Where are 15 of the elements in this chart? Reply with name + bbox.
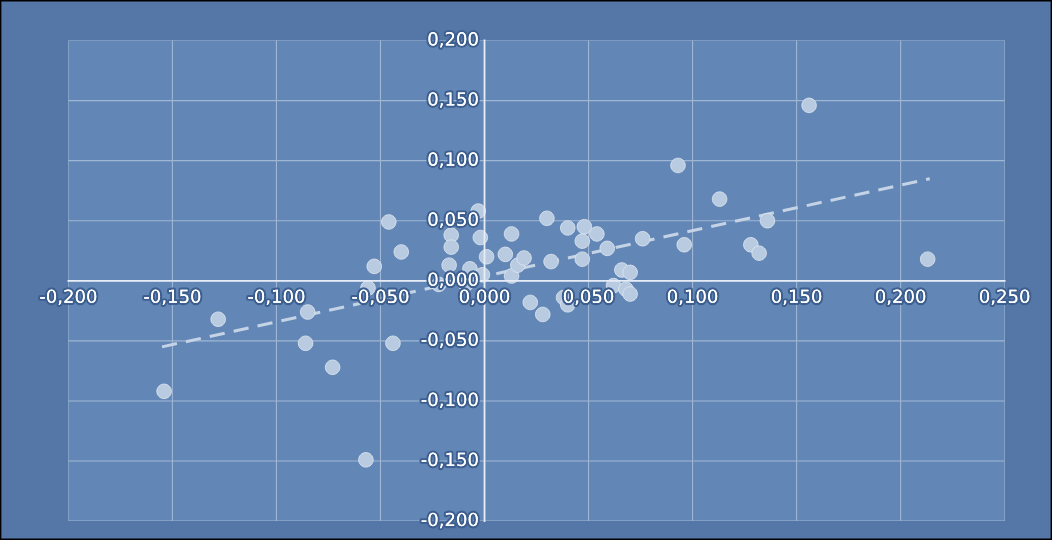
y-tick-label: 0,050	[428, 212, 478, 228]
y-tick-label: -0,100	[421, 392, 478, 409]
y-tick-label: -0,050	[421, 332, 478, 348]
y-tick-label: -0,200	[421, 512, 478, 529]
x-tick-label: -0,200	[40, 289, 97, 305]
x-tick-label: 0,250	[980, 289, 1030, 305]
x-tick-label: 0,200	[875, 289, 926, 305]
y-tick-label: 0,200	[428, 32, 478, 48]
x-tick-label: 0,100	[667, 289, 718, 305]
y-tick-label: 0,150	[428, 92, 478, 108]
x-tick-label: -0,150	[144, 289, 201, 305]
y-tick-label: 0,100	[428, 152, 478, 168]
y-tick-label: -0,150	[421, 452, 478, 469]
x-tick-label: 0,150	[771, 289, 822, 305]
x-tick-label: -0,100	[248, 289, 305, 305]
